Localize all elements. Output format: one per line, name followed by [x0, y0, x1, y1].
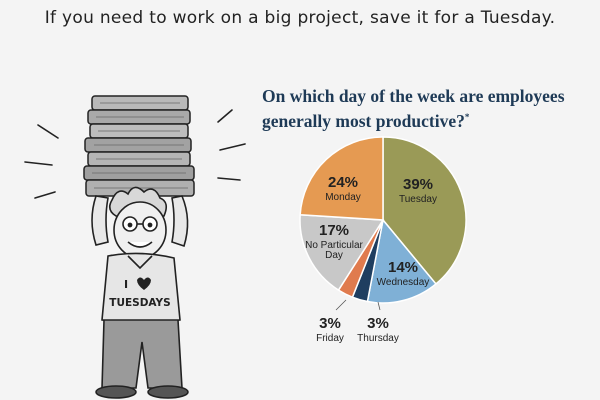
slice-category-label-friday: Friday: [316, 333, 344, 344]
title-footnote-marker: *: [464, 112, 470, 122]
slice-category-label-thursday: Thursday: [357, 333, 399, 344]
book-stack-icon: [83, 95, 195, 197]
pie-slice-wednesday: [366, 218, 437, 304]
heart-icon: [137, 277, 151, 290]
pie-slice-monday: [299, 136, 384, 221]
slice-value-label-wednesday: 14%: [388, 259, 418, 276]
headline: If you need to work on a big project, sa…: [44, 8, 556, 28]
excitement-lines-icon: [24, 109, 246, 199]
leader-line: [335, 299, 347, 311]
chart-title-text: On which day of the week are employees g…: [262, 86, 565, 131]
slice-value-label-monday: 24%: [328, 174, 358, 191]
employee-illustration: I TUESDAYS: [24, 95, 246, 399]
slice-value-label-friday: 3%: [319, 315, 341, 332]
slice-category-label-tuesday: Tuesday: [399, 194, 437, 205]
slice-value-label-tuesday: 39%: [403, 176, 433, 193]
chart-title: On which day of the week are employees g…: [262, 86, 597, 132]
leader-line: [377, 301, 381, 311]
pie-slice-tuesday: [382, 136, 467, 286]
slice-category-label-no-particular-day: No Particular: [305, 240, 363, 251]
slice-category-label-wednesday: Wednesday: [377, 277, 430, 288]
person-head-icon: [108, 186, 168, 259]
shirt-text-tuesdays: TUESDAYS: [109, 297, 170, 309]
slice-value-label-thursday: 3%: [367, 315, 389, 332]
shirt-text-i: I: [124, 278, 128, 291]
slice-value-label-no-particular-day: 17%: [319, 222, 349, 239]
pie-slice-no-particular-day: [299, 213, 385, 292]
slice-category-label-no-particular-day: Day: [325, 250, 343, 261]
slice-category-label-monday: Monday: [325, 192, 361, 203]
